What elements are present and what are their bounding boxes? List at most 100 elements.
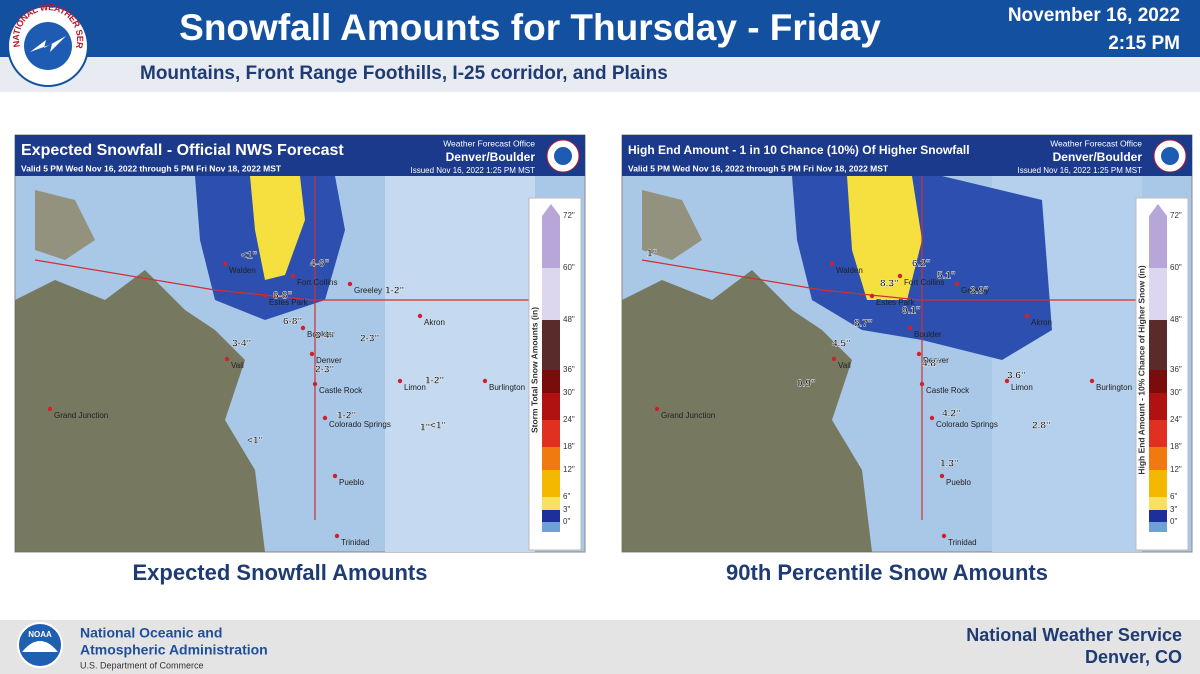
city-label: Pueblo [946,478,971,487]
amount-label: 4-6" [310,259,329,270]
noaa-logo-text: NOAA [28,630,52,639]
city-dot [907,325,913,331]
city-dot [897,273,903,279]
subtitle-band [0,57,1200,92]
noaa-logo-wave [22,641,58,652]
legend-swatch [542,268,560,320]
city-label: Denver [923,356,949,365]
map-valid: Valid 5 PM Wed Nov 16, 2022 through 5 PM… [628,163,889,173]
amount-label: 6.2" [912,259,931,270]
city-dot [1024,313,1030,319]
heavy-snow [250,176,305,280]
city-label: Denver [316,356,342,365]
city-label: Pueblo [339,478,364,487]
legend-swatch [542,216,560,268]
amount-label: 1" [647,249,658,260]
legend-swatch [1149,522,1167,532]
city-dot [1004,378,1010,384]
city-dot [332,473,338,479]
legend-swatch [1149,447,1167,470]
legend-swatch [542,420,560,447]
legend-tick-label: 0" [563,517,570,526]
city-dot [322,415,328,421]
city-dot [916,351,922,357]
amount-label: <1" [247,436,263,447]
amount-label: 3.9" [970,286,989,297]
city-dot [309,351,315,357]
amount-label: 4.8" [922,359,941,370]
terrain [35,190,95,260]
map-header [15,135,585,176]
city-dot [829,261,835,267]
city-label: Castle Rock [319,386,363,395]
legend-tick-label: 72" [563,211,575,220]
map-caption: Expected Snowfall Amounts [132,560,427,585]
legend-swatch [542,510,560,522]
amount-label: 1-2" [337,411,356,422]
legend-arrow [542,204,560,216]
amount-label: 3-4" [232,339,251,350]
amount-label: 1" [420,423,431,434]
amount-label: 2-3" [360,334,379,345]
legend-swatch [1149,510,1167,522]
map-title: Expected Snowfall - Official NWS Forecas… [21,142,344,159]
terrain [642,190,702,260]
office: Denver/Boulder [1053,150,1143,164]
legend-tick-label: 36" [563,365,575,374]
city-label: Fort Collins [904,278,944,287]
legend-swatch [1149,268,1167,320]
time: 2:15 PM [1108,33,1180,54]
city-label: Limon [1011,383,1033,392]
legend-swatch [1149,420,1167,447]
office-line: Denver, CO [1085,647,1182,667]
office-line: National Weather Service [966,625,1182,645]
city-label: Vail [838,361,851,370]
city-label: Greeley [961,286,989,295]
plains [385,176,535,552]
city-dot [300,325,306,331]
city-label: Greeley [354,286,382,295]
city-label: Boulder [307,330,335,339]
map-header [622,135,1192,176]
terrain [622,270,872,552]
legend-tick-label: 0" [1170,517,1177,526]
department: U.S. Department of Commerce [80,660,204,670]
legend-title: High End Amount - 10% Chance of Higher S… [1136,265,1146,475]
legend-tick-label: 48" [563,315,575,324]
issued: Issued Nov 16, 2022 1:25 PM MST [1017,166,1142,175]
office-heading: Weather Forecast Office [443,138,535,148]
city-dot [941,533,947,539]
city-dot [654,406,660,412]
legend-title: Storm Total Snow Amounts (in) [529,307,539,433]
legend-arrow [1149,204,1167,216]
amount-label: 3-4" [315,331,334,342]
org-line: National Oceanic and [80,625,222,641]
city-label: Walden [229,266,256,275]
legend-tick-label: 30" [563,388,575,397]
legend-tick-label: 12" [1170,465,1182,474]
city-dot [482,378,488,384]
amount-label: 1.3" [940,459,959,470]
nws-logo-bolt [30,36,66,52]
legend-tick-label: 3" [1170,505,1177,514]
city-dot [417,313,423,319]
city-dot [290,273,296,279]
amount-label: 2-3" [315,365,334,376]
legend-tick-label: 3" [563,505,570,514]
city-label: Limon [404,383,426,392]
legend-tick-label: 18" [563,442,575,451]
amount-label: 1-2" [425,376,444,387]
date: November 16, 2022 [1008,5,1180,26]
amount-label: 6-8" [283,317,302,328]
legend-swatch [542,393,560,420]
city-dot [397,378,403,384]
city-label: Akron [1031,318,1052,327]
amount-label: 4.2" [942,409,961,420]
amount-label: 0.9" [797,379,816,390]
legend-swatch [1149,216,1167,268]
office: Denver/Boulder [446,150,536,164]
map-panel: High End Amount - 1 in 10 Chance (10%) O… [621,134,1193,585]
city-label: Akron [424,318,445,327]
